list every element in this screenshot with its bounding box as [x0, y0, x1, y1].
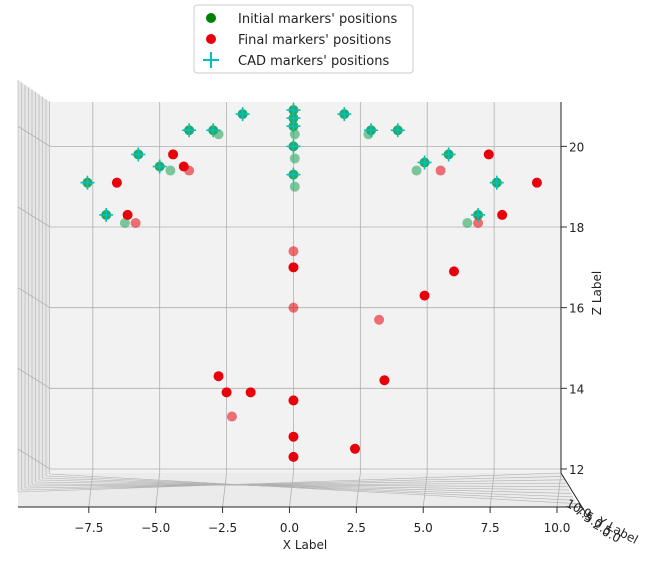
final-marker [473, 217, 484, 228]
final-marker [483, 149, 494, 160]
final-marker [288, 451, 299, 462]
initial-marker [165, 165, 176, 176]
x-tick-label: −5.0 [141, 521, 170, 535]
initial-marker [289, 129, 300, 140]
axis-lines [18, 102, 591, 521]
final-marker [288, 395, 299, 406]
y-floor-line [17, 472, 562, 493]
x-floor-gridline [222, 472, 227, 508]
final-marker [435, 165, 446, 176]
initial-marker [213, 129, 224, 140]
cad-marker [80, 175, 95, 190]
y-floor-line [45, 475, 575, 501]
final-marker [288, 302, 299, 313]
cad-marker [286, 119, 301, 134]
x-floor-gridline [88, 472, 94, 508]
final-marker [349, 443, 360, 454]
y-floor-line [21, 476, 563, 491]
cad-marker [152, 159, 167, 174]
initial-marker [462, 217, 473, 228]
z-side-gridline [17, 126, 51, 147]
x-tick-label: 7.5 [481, 521, 500, 535]
legend-marker-initial [206, 13, 216, 23]
cad-marker [364, 123, 379, 138]
final-marker [168, 149, 179, 160]
z-side-gridline [17, 448, 51, 470]
legend-box [193, 4, 414, 74]
back-pane [50, 102, 561, 473]
x-tick-label: 5.0 [414, 521, 433, 535]
z-side-gridline [17, 287, 51, 309]
y-floor-line [38, 479, 572, 494]
final-marker [245, 387, 256, 398]
x-tick-label: 2.5 [347, 521, 366, 535]
final-marker [531, 177, 542, 188]
z-axis-label: Z Label [590, 271, 604, 315]
final-marker [288, 246, 299, 257]
final-marker [226, 411, 237, 422]
final-marker [419, 290, 430, 301]
z-tick-label: 16 [569, 302, 584, 316]
final-marker [122, 209, 133, 220]
legend-label-initial: Initial markers' positions [238, 12, 397, 27]
final-marker [288, 262, 299, 273]
x-axis-label: X Label [283, 538, 327, 552]
cad-marker [206, 123, 221, 138]
cad-marker [471, 207, 486, 222]
legend-label-final: Final markers' positions [238, 33, 391, 48]
x-floor-gridline [489, 472, 495, 508]
cad-marker [417, 155, 432, 170]
final-marker [111, 177, 122, 188]
y-floor-line [49, 473, 577, 504]
z-tick-label: 12 [569, 463, 584, 477]
x-tick-label: −2.5 [208, 521, 237, 535]
data-marks [80, 103, 542, 462]
y-floor-line [35, 481, 570, 491]
final-marker [497, 209, 508, 220]
cad-marker [390, 123, 405, 138]
y-floor-line [31, 483, 568, 487]
left-pane [18, 80, 50, 492]
legend-marker-cad [203, 52, 219, 68]
cad-marker [286, 167, 301, 182]
final-marker [374, 314, 385, 325]
final-marker [448, 266, 459, 277]
cad-marker [182, 123, 197, 138]
final-marker [130, 217, 141, 228]
final-marker [221, 387, 232, 398]
final-marker [213, 371, 224, 382]
y-floor-line [28, 482, 567, 487]
initial-marker [289, 153, 300, 164]
z-tick-label: 14 [569, 382, 584, 396]
initial-marker [289, 181, 300, 192]
final-marker [379, 375, 390, 386]
x-floor-gridline [289, 472, 294, 508]
z-side-gridline [17, 206, 51, 228]
x-tick-label: −7.5 [74, 521, 103, 535]
legend-label-cad: CAD markers' positions [238, 54, 389, 69]
cad-marker [441, 147, 456, 162]
cad-marker [235, 107, 250, 122]
x-floor-gridline [155, 472, 161, 508]
x-tick-label: 0.0 [280, 521, 299, 535]
y-floor-line [24, 479, 565, 489]
initial-marker [119, 217, 130, 228]
legend: Initial markers' positions Final markers… [193, 4, 414, 74]
y-axis-line [560, 472, 591, 521]
z-tick-label: 18 [569, 221, 584, 235]
legend-marker-final [206, 34, 216, 44]
cad-marker [286, 139, 301, 154]
initial-marker [411, 165, 422, 176]
y-floor-line [42, 477, 573, 498]
cad-marker [131, 147, 146, 162]
final-marker [288, 431, 299, 442]
cad-marker [489, 175, 504, 190]
x-tick-label: 10.0 [544, 521, 571, 535]
final-marker [184, 165, 195, 176]
z-side-gridline [17, 367, 51, 389]
cad-marker [337, 107, 352, 122]
cad-marker [99, 207, 114, 222]
z-tick-label: 20 [569, 140, 584, 154]
